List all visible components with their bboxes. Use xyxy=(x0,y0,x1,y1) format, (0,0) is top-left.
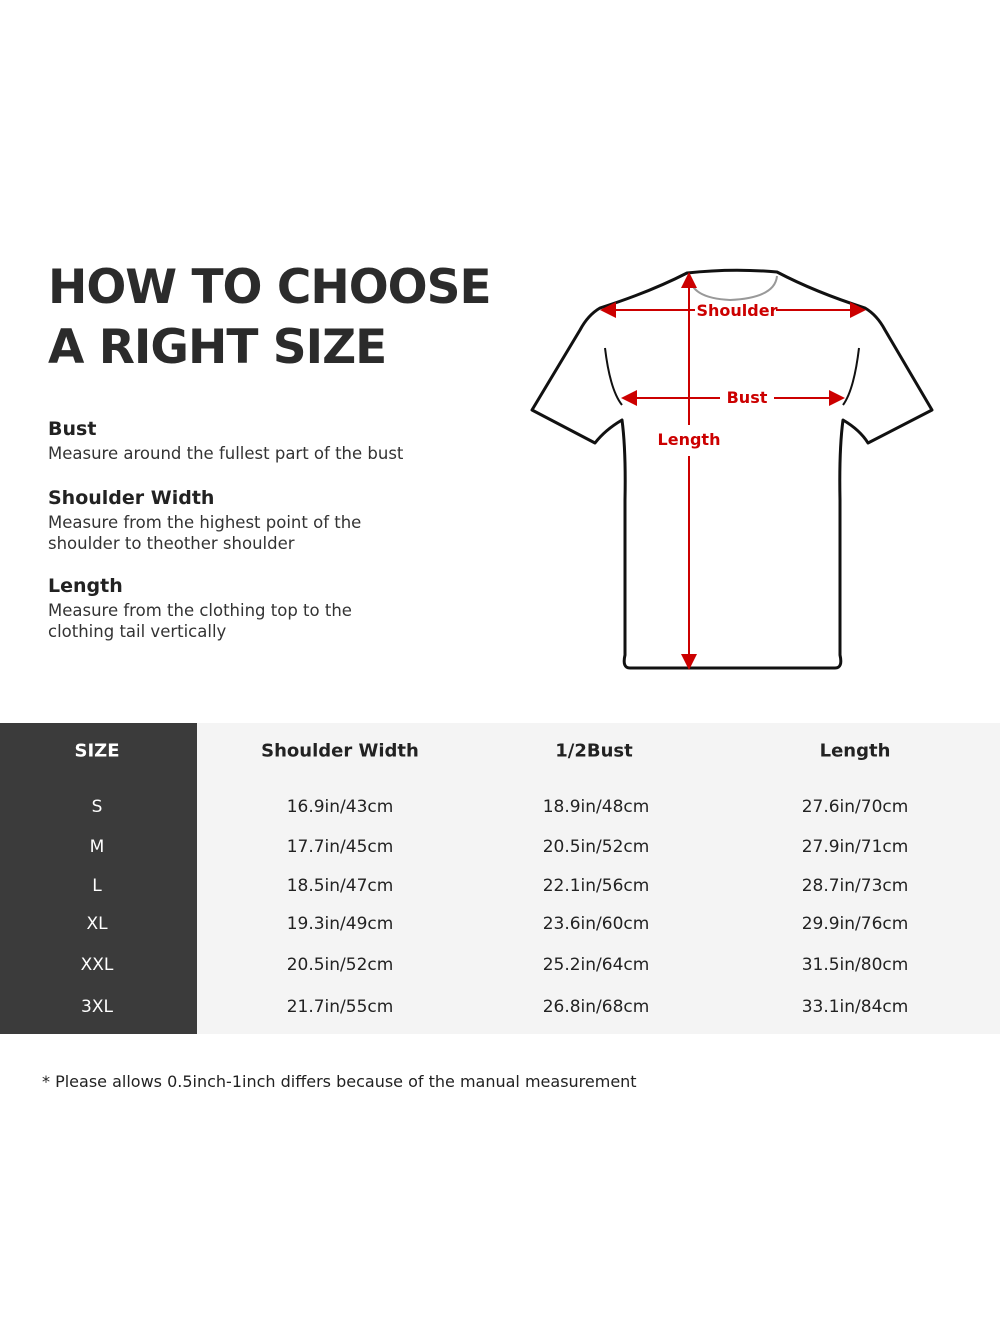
measurement-note: * Please allows 0.5inch-1inch differs be… xyxy=(42,1072,637,1091)
guide-text: Measure from the highest point of the sho… xyxy=(48,513,362,553)
table-cell: 28.7in/73cm xyxy=(801,876,909,896)
table-cell: 20.5in/52cm xyxy=(542,837,650,857)
table-cell: 19.3in/49cm xyxy=(286,914,394,934)
table-cell: 23.6in/60cm xyxy=(542,914,650,934)
title-line-1: HOW TO CHOOSE xyxy=(48,260,492,315)
guide-text: Measure around the fullest part of the b… xyxy=(48,444,404,463)
size-cell: XXL xyxy=(80,955,114,975)
table-cell: 29.9in/76cm xyxy=(801,914,909,934)
table-cell: 27.9in/71cm xyxy=(801,837,909,857)
table-cell: 21.7in/55cm xyxy=(286,997,394,1017)
bust-label: Bust xyxy=(727,388,768,407)
table-cell: 18.9in/48cm xyxy=(542,797,650,817)
table-cell: 17.7in/45cm xyxy=(286,837,394,857)
header-length: Length xyxy=(819,740,891,762)
table-cell: 33.1in/84cm xyxy=(801,997,909,1017)
guide-heading: Shoulder Width xyxy=(48,487,215,509)
header-size: SIZE xyxy=(74,740,120,762)
table-cell: 26.8in/68cm xyxy=(542,997,650,1017)
size-cell: M xyxy=(89,837,105,857)
guide-text: Measure from the clothing top to the clot… xyxy=(48,601,352,641)
table-cell: 25.2in/64cm xyxy=(542,955,650,975)
table-cell: 27.6in/70cm xyxy=(801,797,909,817)
table-cell: 31.5in/80cm xyxy=(801,955,909,975)
header-shoulder-width: Shoulder Width xyxy=(261,740,419,762)
guide-length: Length Measure from the clothing top to … xyxy=(48,574,468,642)
size-cell: 3XL xyxy=(81,997,113,1017)
table-cell: 22.1in/56cm xyxy=(542,876,650,896)
table-cell: 20.5in/52cm xyxy=(286,955,394,975)
length-label: Length xyxy=(658,430,721,449)
tshirt-diagram: Shoulder Bust Length xyxy=(530,268,934,670)
table-cell: 16.9in/43cm xyxy=(286,797,394,817)
guide-shoulder-width: Shoulder Width Measure from the highest … xyxy=(48,486,468,554)
guide-heading: Length xyxy=(48,575,123,597)
table-cell: 18.5in/47cm xyxy=(286,876,394,896)
header-half-bust: 1/2Bust xyxy=(555,740,633,762)
size-table: SIZE S M L XL XXL 3XL Shoulder Width 1/2… xyxy=(0,723,1000,1034)
size-cell: XL xyxy=(86,914,108,934)
size-cell: S xyxy=(91,797,103,817)
page-title: HOW TO CHOOSE A RIGHT SIZE xyxy=(48,258,492,378)
guide-heading: Bust xyxy=(48,418,97,440)
title-line-2: A RIGHT SIZE xyxy=(48,320,387,375)
guide-bust: Bust Measure around the fullest part of … xyxy=(48,417,468,464)
size-cell: L xyxy=(92,876,102,896)
shoulder-label: Shoulder xyxy=(697,301,778,320)
tshirt-outline xyxy=(530,268,934,670)
size-column: SIZE S M L XL XXL 3XL xyxy=(0,723,197,1034)
